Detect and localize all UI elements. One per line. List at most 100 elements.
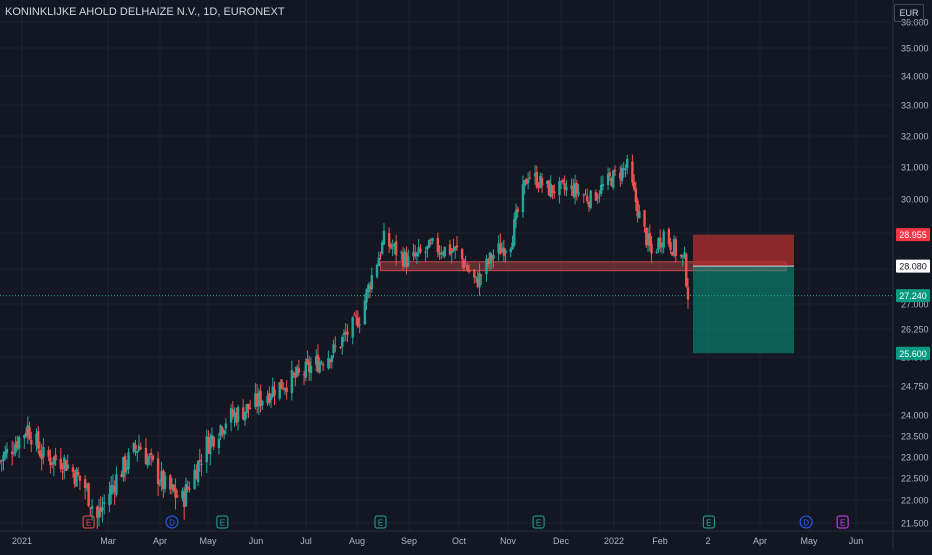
candle-body bbox=[377, 257, 380, 267]
candle-body bbox=[450, 250, 453, 254]
candle-body bbox=[120, 474, 123, 478]
event-marker-label: E bbox=[706, 518, 711, 527]
candle-body bbox=[533, 173, 537, 177]
candle-body bbox=[200, 463, 203, 465]
candle-body bbox=[672, 238, 676, 256]
earnings-marker-icon[interactable] bbox=[836, 515, 849, 529]
candle-body bbox=[540, 178, 544, 186]
candle-body bbox=[681, 255, 684, 258]
currency-button[interactable]: EUR bbox=[894, 4, 924, 22]
event-marker-label: E bbox=[840, 518, 845, 527]
earnings-marker-icon[interactable] bbox=[702, 515, 715, 529]
candle-body bbox=[12, 453, 16, 455]
price-axis-label: 23.000 bbox=[901, 453, 929, 463]
time-axis-label: 2022 bbox=[604, 536, 624, 546]
time-axis-label: Sep bbox=[401, 536, 417, 546]
time-axis-label: Jul bbox=[300, 536, 312, 546]
candle-body bbox=[683, 252, 686, 258]
candle-body bbox=[243, 411, 247, 421]
candle-body bbox=[414, 253, 417, 257]
candle-body bbox=[248, 408, 252, 410]
candle-body bbox=[514, 210, 518, 220]
candle-body bbox=[64, 460, 68, 471]
candle-body bbox=[587, 202, 591, 207]
candle-body bbox=[473, 269, 476, 278]
candle-body bbox=[657, 238, 660, 250]
price-axis-label: 32.000 bbox=[901, 132, 929, 142]
candle-body bbox=[401, 252, 405, 267]
candle-body bbox=[109, 485, 113, 495]
candle-body bbox=[662, 231, 665, 248]
candle-body bbox=[76, 471, 80, 476]
candle-body bbox=[594, 192, 598, 201]
candle-body bbox=[375, 264, 379, 277]
candle-body bbox=[316, 354, 320, 372]
price-axis-label: 31.000 bbox=[901, 163, 929, 173]
candle-body bbox=[233, 412, 236, 417]
candle-body bbox=[407, 256, 410, 267]
candle-body bbox=[308, 361, 311, 372]
candle-body bbox=[271, 386, 274, 397]
candle-body bbox=[280, 379, 283, 389]
dividend-marker-icon[interactable] bbox=[799, 515, 813, 529]
candle-body bbox=[351, 317, 354, 338]
candle-body bbox=[511, 242, 514, 250]
candle-body bbox=[387, 232, 391, 247]
candle-body bbox=[24, 432, 28, 436]
candle-body bbox=[61, 471, 64, 473]
price-axis-label: 24.000 bbox=[901, 411, 929, 421]
candle-body bbox=[66, 464, 69, 469]
candle-body bbox=[382, 230, 386, 245]
candle-body bbox=[186, 486, 189, 489]
candle-body bbox=[327, 357, 330, 369]
time-axis-label: 2 bbox=[705, 536, 710, 546]
earnings-marker-icon[interactable] bbox=[82, 515, 95, 529]
candle-body bbox=[0, 460, 3, 462]
candle-body bbox=[502, 247, 506, 256]
candle-body bbox=[304, 361, 307, 378]
candle-body bbox=[75, 469, 78, 487]
candle-body bbox=[429, 242, 433, 244]
stop-loss-zone[interactable] bbox=[693, 234, 794, 267]
dividend-marker-icon[interactable] bbox=[165, 515, 179, 529]
candle-body bbox=[356, 317, 360, 327]
price-badge-stop bbox=[896, 228, 930, 242]
candle-body bbox=[619, 172, 622, 179]
candle-body bbox=[134, 444, 137, 450]
candle-body bbox=[608, 172, 612, 177]
earnings-marker-icon[interactable] bbox=[216, 515, 229, 529]
candle-body bbox=[136, 450, 139, 453]
candle-body bbox=[589, 190, 592, 209]
earnings-marker-icon[interactable] bbox=[374, 515, 387, 529]
candle-body bbox=[247, 403, 250, 410]
candle-body bbox=[480, 275, 483, 277]
candle-body bbox=[523, 180, 526, 187]
event-marker-label: E bbox=[86, 518, 91, 527]
candle-body bbox=[71, 467, 75, 472]
candle-body bbox=[144, 447, 148, 465]
candle-body bbox=[23, 435, 26, 438]
candle-body bbox=[195, 469, 198, 480]
price-axis-label: 34.000 bbox=[901, 72, 929, 82]
candle-body bbox=[52, 457, 56, 465]
candle-body bbox=[631, 161, 634, 183]
candle-body bbox=[671, 251, 674, 256]
candle-body bbox=[35, 433, 38, 446]
candle-body bbox=[551, 185, 554, 193]
candle-body bbox=[504, 250, 507, 254]
candle-body bbox=[99, 507, 102, 512]
take-profit-zone[interactable] bbox=[693, 266, 794, 354]
candle-body bbox=[478, 272, 481, 288]
candle-body bbox=[344, 331, 347, 334]
candle-body bbox=[235, 412, 238, 423]
earnings-marker-icon[interactable] bbox=[532, 515, 545, 529]
candle-body bbox=[487, 260, 490, 265]
time-axis-label: 2021 bbox=[12, 536, 32, 546]
candle-body bbox=[391, 247, 394, 249]
candle-body bbox=[182, 491, 186, 508]
time-axis-label: Aug bbox=[349, 536, 365, 546]
price-badge-label-stop: 28.955 bbox=[899, 230, 927, 240]
candle-body bbox=[245, 404, 248, 413]
